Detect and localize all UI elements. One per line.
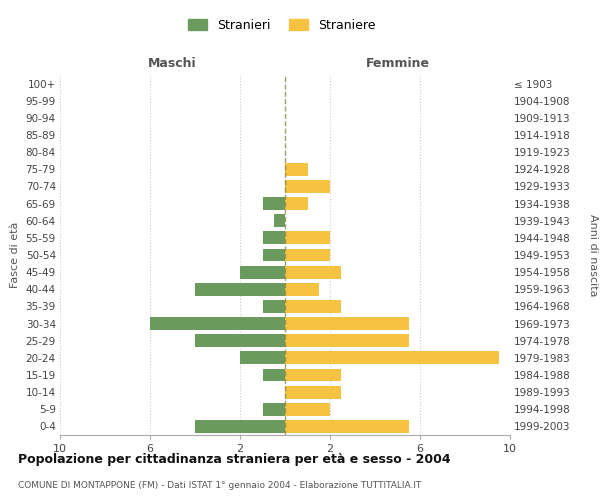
- Bar: [285, 368, 341, 382]
- Bar: [285, 334, 409, 347]
- Bar: [263, 197, 285, 210]
- Bar: [195, 334, 285, 347]
- Bar: [263, 248, 285, 262]
- Bar: [285, 232, 330, 244]
- Bar: [285, 180, 330, 193]
- Bar: [285, 248, 330, 262]
- Bar: [285, 163, 308, 175]
- Bar: [274, 214, 285, 227]
- Y-axis label: Anni di nascita: Anni di nascita: [587, 214, 598, 296]
- Text: Maschi: Maschi: [148, 57, 197, 70]
- Bar: [150, 317, 285, 330]
- Bar: [240, 266, 285, 278]
- Bar: [240, 352, 285, 364]
- Text: Popolazione per cittadinanza straniera per età e sesso - 2004: Popolazione per cittadinanza straniera p…: [18, 452, 451, 466]
- Bar: [263, 232, 285, 244]
- Bar: [263, 300, 285, 313]
- Bar: [285, 386, 341, 398]
- Bar: [285, 352, 499, 364]
- Text: COMUNE DI MONTAPPONE (FM) - Dati ISTAT 1° gennaio 2004 - Elaborazione TUTTITALIA: COMUNE DI MONTAPPONE (FM) - Dati ISTAT 1…: [18, 480, 421, 490]
- Bar: [285, 300, 341, 313]
- Bar: [195, 420, 285, 433]
- Bar: [263, 368, 285, 382]
- Y-axis label: Fasce di età: Fasce di età: [10, 222, 20, 288]
- Bar: [285, 283, 319, 296]
- Bar: [285, 420, 409, 433]
- Legend: Stranieri, Straniere: Stranieri, Straniere: [184, 14, 380, 37]
- Bar: [285, 317, 409, 330]
- Bar: [285, 266, 341, 278]
- Bar: [285, 403, 330, 415]
- Text: Femmine: Femmine: [365, 57, 430, 70]
- Bar: [263, 403, 285, 415]
- Bar: [285, 197, 308, 210]
- Bar: [195, 283, 285, 296]
